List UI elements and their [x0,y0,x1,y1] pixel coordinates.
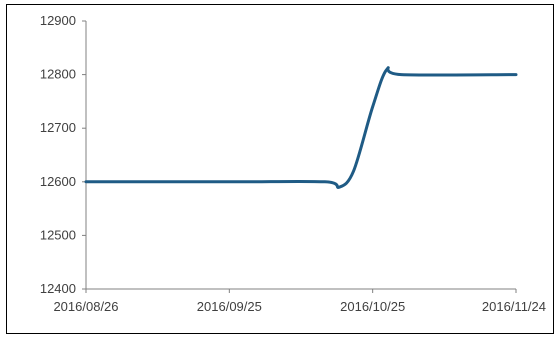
y-tick-label: 12900 [40,13,76,28]
y-tick-label: 12400 [40,281,76,296]
x-tick-label: 2016/09/25 [197,299,262,314]
x-ticks: 2016/08/26 2016/09/25 2016/10/25 2016/11/24 [53,289,546,314]
y-tick-label: 12700 [40,120,76,135]
x-tick-label: 2016/08/26 [53,299,118,314]
y-tick-label: 12500 [40,227,76,242]
x-tick-label: 2016/10/25 [340,299,405,314]
y-tick-label: 12800 [40,67,76,82]
y-ticks: 12400 12500 12600 12700 12800 12900 [40,13,86,296]
chart-frame [6,4,554,334]
series-layer [84,66,518,189]
series-line-0 [84,66,518,189]
x-tick-label: 2016/11/24 [482,299,546,314]
axes [85,21,516,290]
y-tick-label: 12600 [40,174,76,189]
